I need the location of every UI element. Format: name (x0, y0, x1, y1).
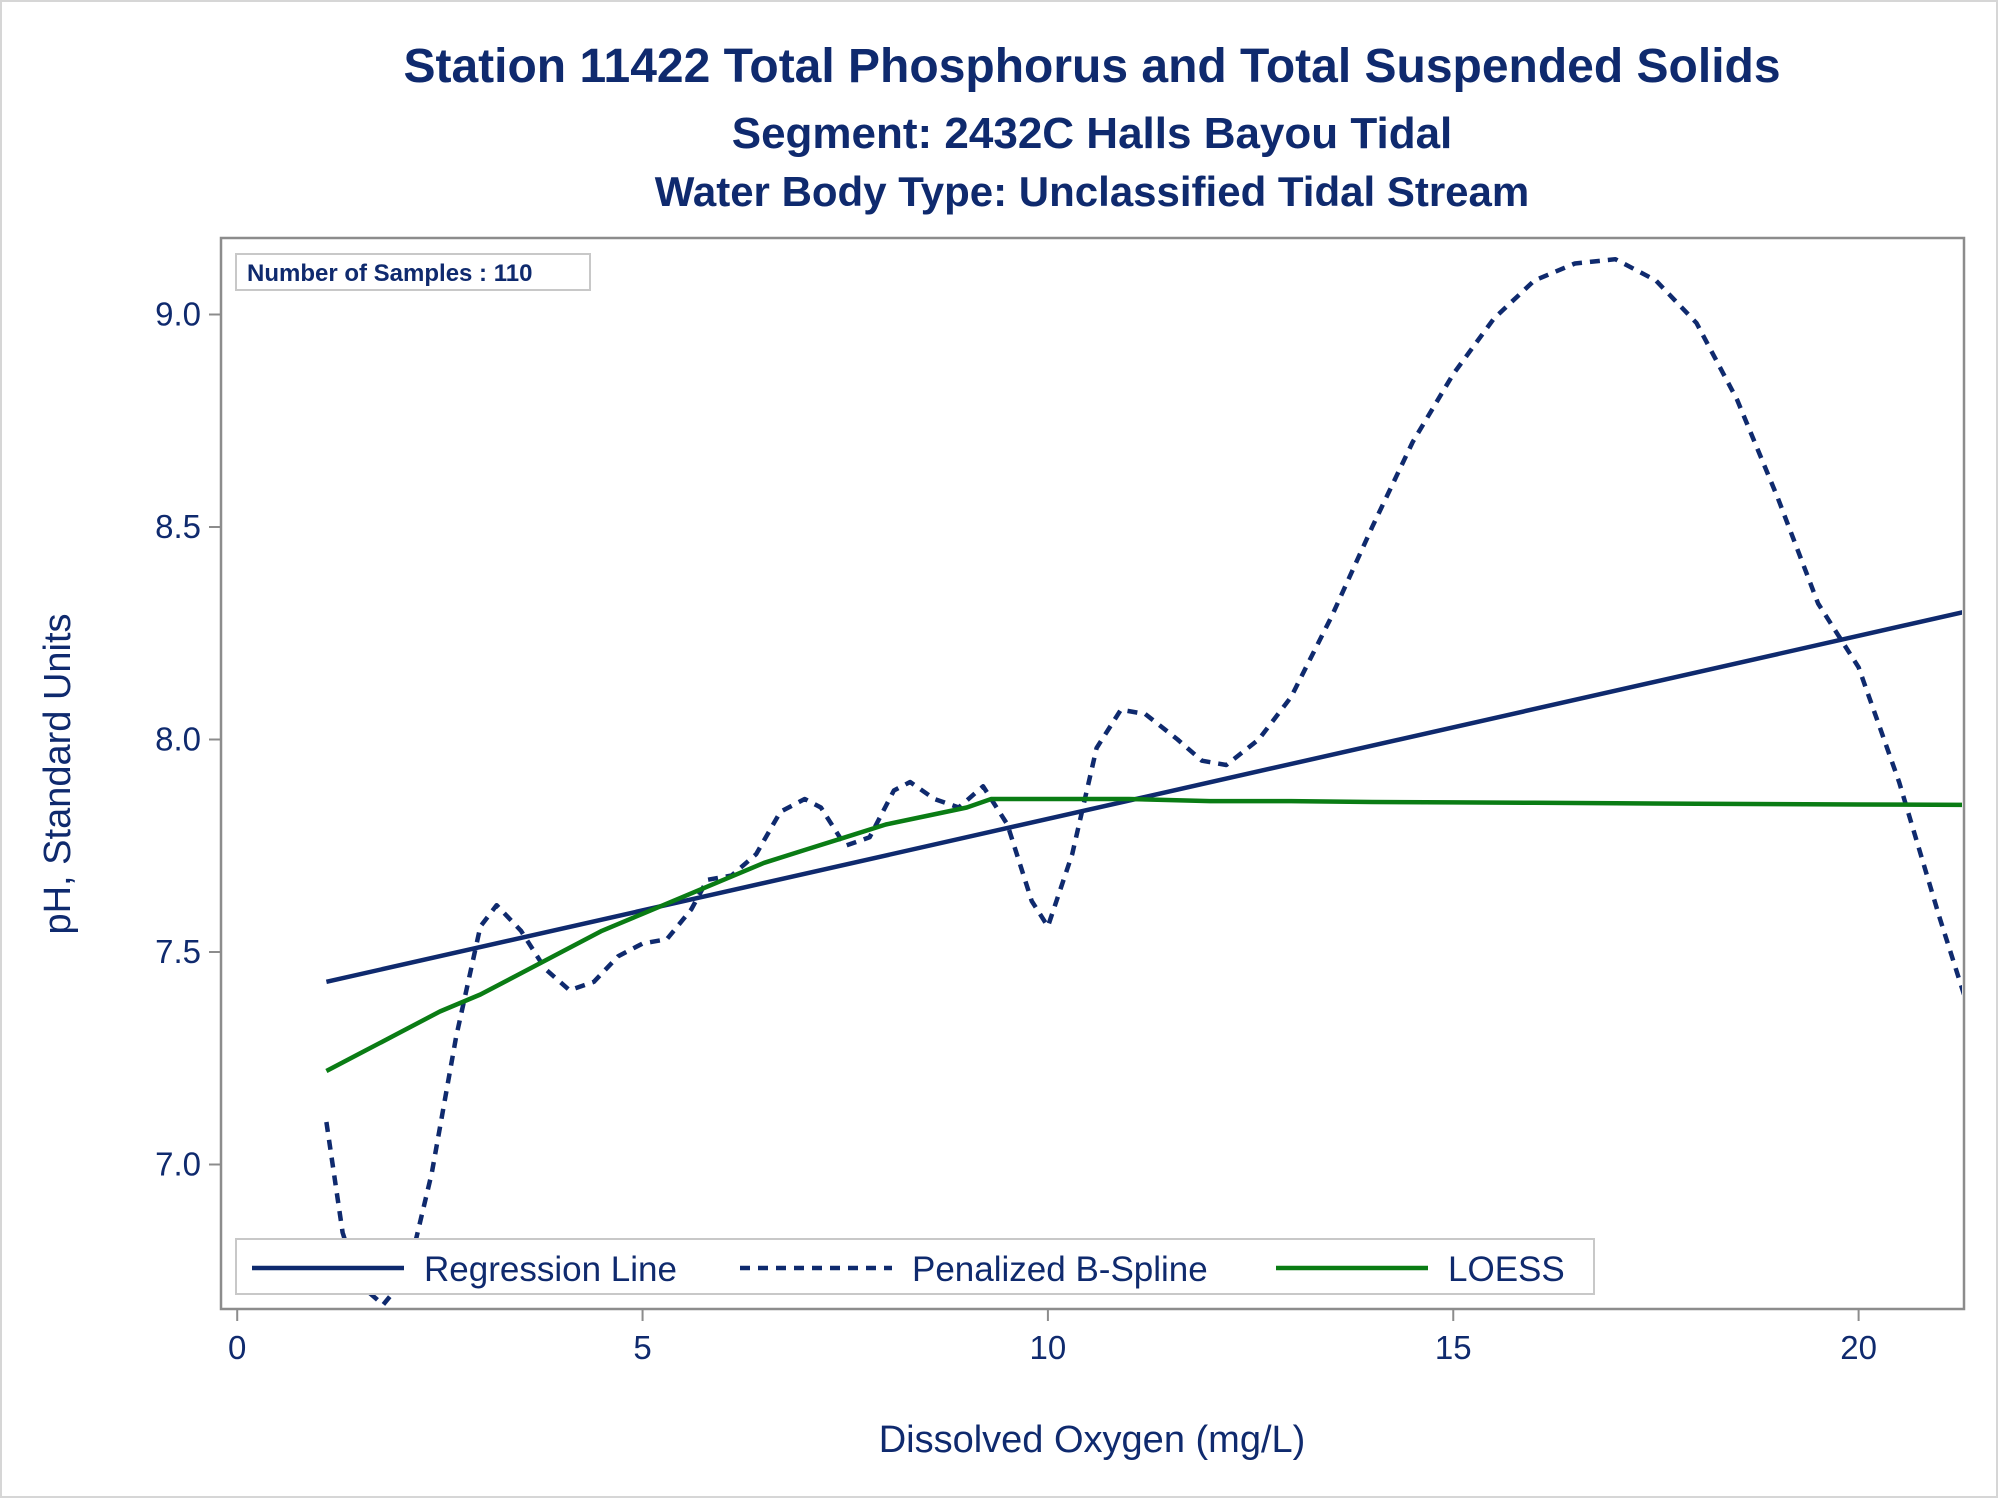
y-tick-label: 9.0 (155, 296, 201, 333)
y-tick-label: 8.0 (155, 721, 201, 758)
legend-label: LOESS (1448, 1250, 1565, 1289)
legend-label: Penalized B-Spline (912, 1250, 1208, 1289)
sample-count-label: Number of Samples : 110 (247, 260, 532, 287)
y-tick-label: 7.5 (155, 933, 201, 970)
x-axis-label: Dissolved Oxygen (mg/L) (879, 1419, 1306, 1461)
x-tick-label: 0 (228, 1329, 246, 1366)
chart-subtitle-2: Water Body Type: Unclassified Tidal Stre… (655, 168, 1529, 215)
plot-area (219, 236, 1966, 1311)
legend: Regression Line Penalized B-Spline LOESS (235, 1238, 1595, 1295)
legend-label: Regression Line (424, 1250, 677, 1289)
y-tick-label: 7.0 (155, 1146, 201, 1183)
series-line-regression-line (325, 610, 1962, 984)
series-line-penalized-b-spline (324, 256, 1962, 1307)
plot-series (324, 256, 1962, 1307)
chart-subtitle: Segment: 2432C Halls Bayou Tidal (732, 109, 1453, 158)
y-axis: 7.0 7.5 8.0 8.5 9.0 (155, 296, 221, 1183)
series-line-loess (325, 796, 1962, 1073)
chart-title: Station 11422 Total Phosphorus and Total… (403, 40, 1780, 93)
x-axis: 0 5 10 15 20 (228, 1309, 1877, 1366)
y-axis-label: pH, Standard Units (37, 613, 79, 934)
x-tick-label: 10 (1030, 1329, 1067, 1366)
sample-count-box: Number of Samples : 110 (235, 253, 591, 291)
x-tick-label: 5 (633, 1329, 651, 1366)
x-tick-label: 15 (1435, 1329, 1472, 1366)
y-tick-label: 8.5 (155, 508, 201, 545)
x-tick-label: 20 (1840, 1329, 1877, 1366)
